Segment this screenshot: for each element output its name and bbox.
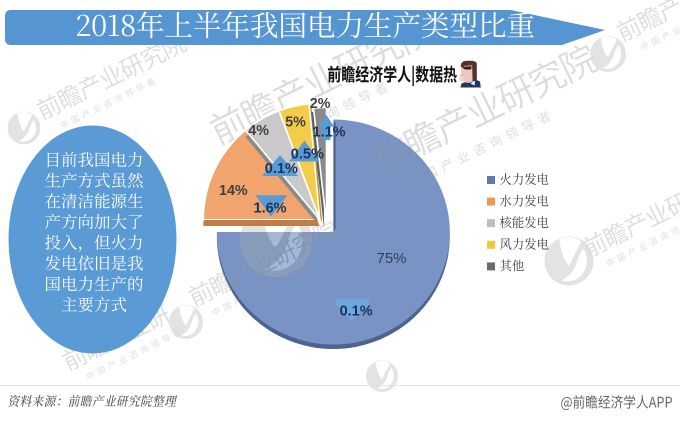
svg-text:0.5%: 0.5% xyxy=(291,146,324,162)
svg-text:5%: 5% xyxy=(285,114,306,130)
svg-text:1.6%: 1.6% xyxy=(254,201,287,217)
svg-text:75%: 75% xyxy=(377,250,407,267)
svg-text:2%: 2% xyxy=(310,96,331,112)
svg-text:0.1%: 0.1% xyxy=(265,161,298,177)
svg-text:4%: 4% xyxy=(248,123,269,139)
svg-text:0.1%: 0.1% xyxy=(340,304,373,320)
svg-text:14%: 14% xyxy=(219,183,248,199)
svg-text:1.1%: 1.1% xyxy=(313,124,346,140)
